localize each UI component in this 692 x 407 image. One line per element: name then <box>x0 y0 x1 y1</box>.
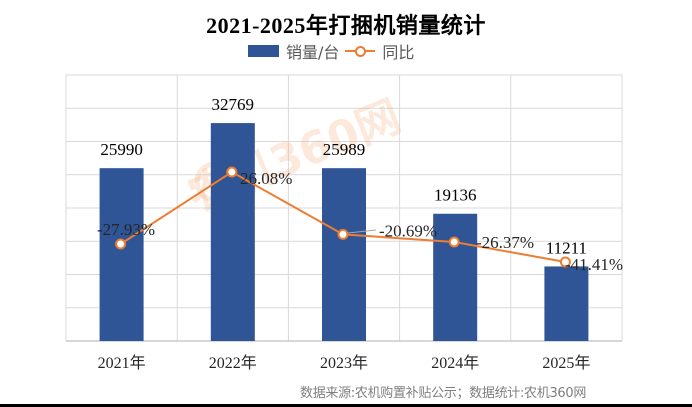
legend-line-marker-icon <box>345 45 376 57</box>
bar-series <box>99 123 589 341</box>
chart-title: 2021-2025年打捆机销量统计 <box>206 13 486 38</box>
bar <box>210 123 255 341</box>
line-value-label: -27.93% <box>97 220 155 239</box>
line-marker-icon <box>448 236 460 248</box>
legend-line-label: 同比 <box>382 43 415 62</box>
x-axis: 2021年 2022年 2023年 2024年 2025年 <box>98 354 591 372</box>
bar-value-label: 32769 <box>212 95 255 114</box>
bar <box>544 266 589 341</box>
x-tick-label: 2022年 <box>209 354 257 372</box>
line-series <box>115 166 571 268</box>
line-marker-icon <box>337 228 349 240</box>
x-tick-label: 2025年 <box>542 354 590 372</box>
bar <box>99 168 144 341</box>
bar-value-label: 19136 <box>434 186 477 205</box>
x-tick-label: 2024年 <box>431 354 479 372</box>
x-tick-label: 2021年 <box>98 354 146 372</box>
bar-value-label: 11211 <box>546 238 587 257</box>
line-marker-icon <box>115 238 127 250</box>
line-value-label: 26.08% <box>240 169 292 188</box>
line-marker-icon <box>226 166 238 178</box>
bar <box>433 213 478 341</box>
bar <box>322 168 366 341</box>
line-marker-icon <box>559 256 571 268</box>
line-value-label: -20.69% <box>379 221 437 240</box>
chart-legend: 销量/台 同比 <box>248 40 420 62</box>
bar-value-label: 25989 <box>323 140 366 159</box>
legend-bar-label: 销量/台 <box>286 43 340 62</box>
x-tick-label: 2023年 <box>320 354 368 372</box>
line-value-label: -26.37% <box>476 233 534 252</box>
legend-bar-swatch-icon <box>248 45 279 57</box>
line-value-label: -41.41% <box>565 255 623 274</box>
bar-value-label: 25990 <box>100 140 143 159</box>
source-note: 数据来源:农机购置补贴公示；数据统计:农机360网 <box>300 386 587 401</box>
bottom-divider <box>0 404 692 407</box>
data-labels: 25990 32769 25989 19136 11211 -27.93% 26.08% -2… <box>97 95 623 274</box>
